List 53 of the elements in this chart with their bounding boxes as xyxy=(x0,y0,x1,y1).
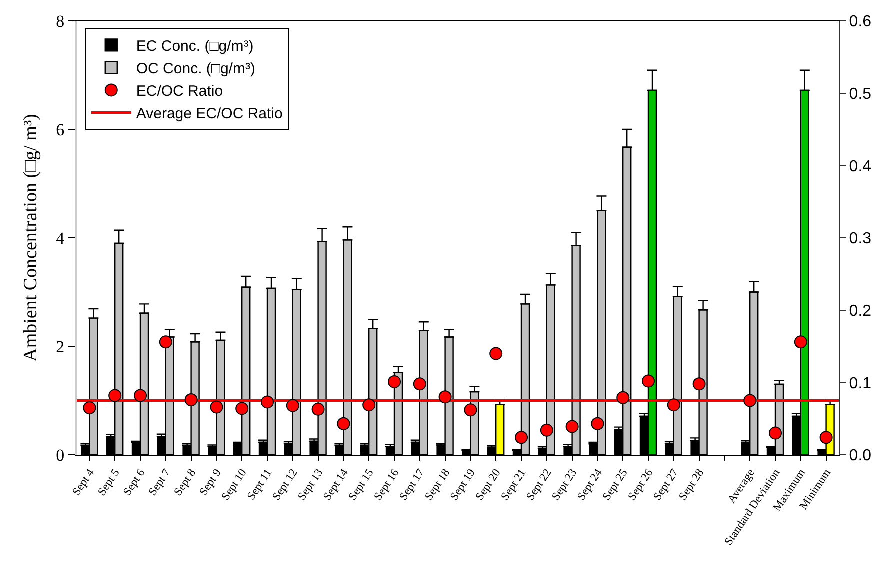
point xyxy=(515,431,528,444)
point xyxy=(464,404,478,417)
point xyxy=(692,378,706,391)
x-tick-label: Sept 28 xyxy=(677,467,707,503)
point xyxy=(642,374,655,388)
point xyxy=(438,390,452,404)
legend-label: OC Conc. (□g/m³) xyxy=(136,60,256,78)
point xyxy=(616,391,630,404)
point xyxy=(184,394,198,407)
x-tick-label: Sept 10 xyxy=(220,467,250,503)
point xyxy=(236,402,249,416)
y-tick-label: 4 xyxy=(56,228,66,248)
point xyxy=(540,424,554,437)
y2-tick-label: 0.0 xyxy=(849,448,872,465)
point xyxy=(769,426,782,440)
point xyxy=(591,417,604,430)
point xyxy=(566,420,579,434)
y-tick-label: 0 xyxy=(56,446,65,465)
y2-tick-label: 0.1 xyxy=(849,375,872,392)
point xyxy=(388,375,401,388)
y-tick-label: 8 xyxy=(56,12,65,31)
point xyxy=(210,400,224,414)
point xyxy=(134,389,147,402)
point xyxy=(667,398,680,412)
y2-tick-label: 0.6 xyxy=(849,14,872,31)
point xyxy=(490,347,503,360)
y2-tick-label: 0.4 xyxy=(849,158,872,176)
legend-label: EC Conc. (□g/m³) xyxy=(136,38,254,56)
y2-tick-label: 0.2 xyxy=(849,302,872,320)
legend-label: Average EC/OC Ratio xyxy=(136,106,283,123)
point xyxy=(159,336,172,349)
point xyxy=(413,378,426,391)
point xyxy=(286,399,300,412)
y-axis-title: Ambient Concentration (□g/ m³) xyxy=(20,114,42,362)
point xyxy=(794,336,808,349)
x-tick-label: Sept 7 xyxy=(146,467,174,498)
point xyxy=(261,396,274,409)
y2-tick-label: 0.3 xyxy=(849,230,872,248)
point xyxy=(108,389,122,402)
y-tick-label: 2 xyxy=(56,337,65,356)
point xyxy=(362,398,376,412)
point xyxy=(83,401,96,414)
y2-tick-label: 0.5 xyxy=(849,86,872,103)
x-tick-label: Sept 8 xyxy=(172,467,199,498)
legend-label: EC/OC Ratio xyxy=(136,83,224,100)
point xyxy=(744,394,757,408)
x-tick-label: Sept 4 xyxy=(70,467,98,498)
point xyxy=(312,402,325,416)
point xyxy=(337,417,350,430)
x-tick-label: Sept 5 xyxy=(96,467,122,498)
y-tick-label: 6 xyxy=(56,120,65,140)
point xyxy=(820,431,833,444)
x-tick-label: Sept 6 xyxy=(122,467,148,498)
